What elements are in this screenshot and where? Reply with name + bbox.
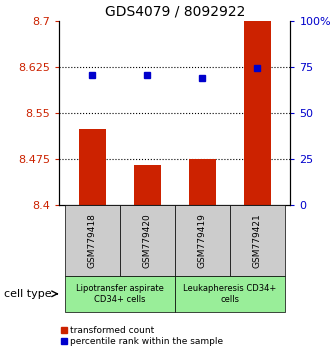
Text: GSM779420: GSM779420 — [143, 213, 152, 268]
Bar — [244, 21, 271, 205]
Title: GDS4079 / 8092922: GDS4079 / 8092922 — [105, 5, 245, 19]
Text: Leukapheresis CD34+
cells: Leukapheresis CD34+ cells — [183, 284, 277, 303]
Text: GSM779419: GSM779419 — [198, 213, 207, 268]
Bar — [79, 129, 106, 205]
Legend: transformed count, percentile rank within the sample: transformed count, percentile rank withi… — [57, 322, 227, 349]
Text: GSM779418: GSM779418 — [88, 213, 97, 268]
Bar — [189, 159, 216, 205]
Text: Lipotransfer aspirate
CD34+ cells: Lipotransfer aspirate CD34+ cells — [76, 284, 164, 303]
Text: GSM779421: GSM779421 — [253, 213, 262, 268]
Bar — [134, 165, 161, 205]
Text: cell type: cell type — [4, 289, 52, 299]
